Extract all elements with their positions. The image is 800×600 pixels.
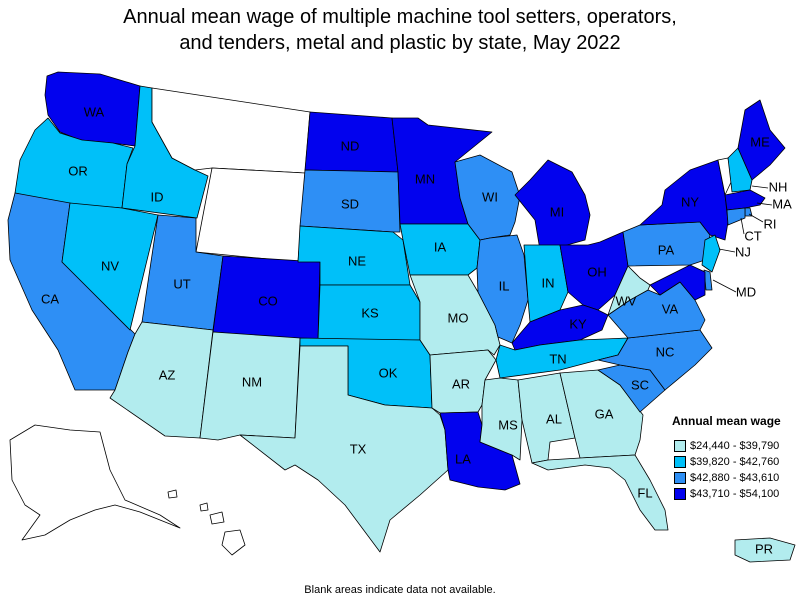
state-me bbox=[737, 99, 786, 181]
legend-item: $43,710 - $54,100 bbox=[672, 486, 797, 502]
state-label-ne: NE bbox=[348, 253, 366, 268]
state-label-ga: GA bbox=[595, 406, 614, 421]
legend-swatch bbox=[674, 488, 686, 500]
state-label-tn: TN bbox=[549, 351, 566, 366]
state-nv bbox=[61, 202, 159, 331]
state-label-pr: PR bbox=[755, 541, 773, 556]
state-hi-island bbox=[221, 529, 246, 556]
state-mi bbox=[514, 159, 591, 251]
state-label-ok: OK bbox=[379, 365, 398, 380]
state-pr bbox=[734, 537, 796, 563]
state-label-la: LA bbox=[455, 451, 471, 466]
state-label-md: MD bbox=[736, 284, 756, 299]
state-label-ar: AR bbox=[452, 376, 470, 391]
state-label-il: IL bbox=[499, 278, 510, 293]
state-label-ca: CA bbox=[41, 291, 59, 306]
state-label-nh: NH bbox=[769, 179, 788, 194]
map-title-line-2: and tenders, metal and plastic by state,… bbox=[179, 32, 621, 54]
state-label-mo: MO bbox=[448, 310, 469, 325]
legend-label: $42,880 - $43,610 bbox=[690, 472, 780, 484]
state-label-ma: MA bbox=[772, 196, 792, 211]
state-label-nm: NM bbox=[242, 374, 262, 389]
legend-label: $43,710 - $54,100 bbox=[690, 488, 780, 500]
state-hi bbox=[167, 489, 178, 499]
state-label-mn: MN bbox=[415, 171, 435, 186]
state-label-wi: WI bbox=[482, 189, 498, 204]
state-label-ri: RI bbox=[764, 216, 777, 231]
state-label-nv: NV bbox=[101, 258, 119, 273]
legend-swatch bbox=[674, 472, 686, 484]
state-label-sc: SC bbox=[631, 377, 649, 392]
legend-item: $39,820 - $42,760 bbox=[672, 454, 797, 470]
state-label-nd: ND bbox=[341, 138, 360, 153]
state-tx bbox=[239, 345, 449, 553]
state-label-wa: WA bbox=[84, 104, 105, 119]
state-label-ia: IA bbox=[434, 239, 447, 254]
map-title-line-1: Annual mean wage of multiple machine too… bbox=[123, 6, 677, 28]
state-label-wv: WV bbox=[616, 293, 637, 308]
state-label-me: ME bbox=[750, 134, 770, 149]
state-label-co: CO bbox=[258, 293, 278, 308]
legend-item: $24,440 - $39,790 bbox=[672, 438, 797, 454]
state-label-nj: NJ bbox=[735, 244, 751, 259]
legend-swatch bbox=[674, 456, 686, 468]
state-ma bbox=[724, 189, 766, 211]
state-hi-island bbox=[209, 511, 225, 525]
state-ak bbox=[9, 424, 181, 541]
legend-item: $42,880 - $43,610 bbox=[672, 470, 797, 486]
state-label-sd: SD bbox=[341, 196, 359, 211]
state-label-id: ID bbox=[151, 189, 164, 204]
legend-label: $24,440 - $39,790 bbox=[690, 440, 780, 452]
state-label-ks: KS bbox=[361, 305, 379, 320]
state-la bbox=[439, 411, 521, 491]
state-label-pa: PA bbox=[658, 242, 675, 257]
legend-title: Annual mean wage bbox=[672, 414, 781, 428]
state-mt bbox=[151, 87, 311, 174]
state-label-ct: CT bbox=[744, 228, 761, 243]
state-label-nc: NC bbox=[656, 344, 675, 359]
state-mo bbox=[409, 274, 501, 356]
state-wv bbox=[607, 265, 651, 316]
state-label-ny: NY bbox=[681, 194, 699, 209]
legend: Annual mean wage $24,440 - $39,790 $39,8… bbox=[672, 414, 797, 502]
state-ms bbox=[479, 377, 523, 461]
state-ct bbox=[726, 207, 746, 226]
state-label-or: OR bbox=[68, 163, 88, 178]
state-label-ky: KY bbox=[569, 316, 587, 331]
state-wi bbox=[454, 154, 521, 241]
state-md bbox=[649, 264, 706, 301]
state-label-oh: OH bbox=[587, 264, 607, 279]
state-label-tx: TX bbox=[350, 441, 367, 456]
state-nj bbox=[701, 234, 721, 273]
state-label-ms: MS bbox=[498, 417, 518, 432]
state-nh bbox=[727, 147, 753, 193]
state-label-al: AL bbox=[546, 411, 562, 426]
state-sd bbox=[299, 169, 401, 233]
state-label-in: IN bbox=[542, 275, 555, 290]
state-label-ut: UT bbox=[173, 276, 190, 291]
state-label-fl: FL bbox=[637, 485, 652, 500]
legend-swatch bbox=[674, 440, 686, 452]
state-label-va: VA bbox=[662, 301, 679, 316]
state-label-az: AZ bbox=[159, 367, 176, 382]
state-fl bbox=[531, 454, 669, 531]
footnote: Blank areas indicate data not available. bbox=[304, 584, 496, 596]
state-hi-island bbox=[199, 502, 209, 512]
state-label-mi: MI bbox=[550, 204, 564, 219]
legend-label: $39,820 - $42,760 bbox=[690, 456, 780, 468]
state-il bbox=[476, 234, 529, 344]
state-nc bbox=[597, 329, 713, 391]
state-wy bbox=[195, 167, 306, 263]
